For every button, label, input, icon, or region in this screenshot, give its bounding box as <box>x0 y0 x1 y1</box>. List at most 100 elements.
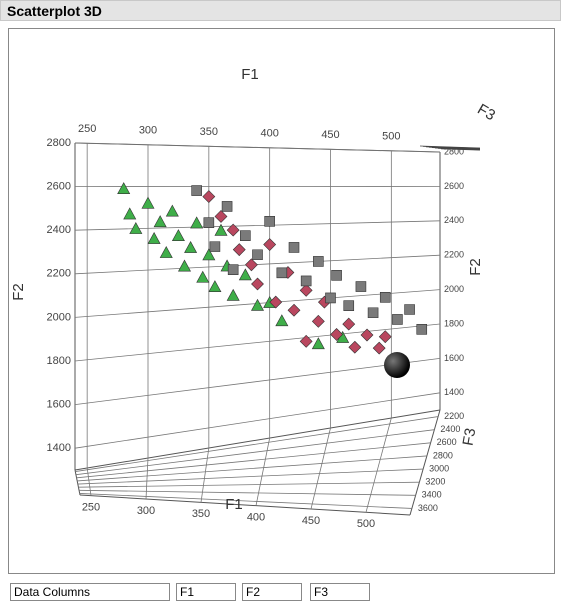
grid-line <box>74 142 441 153</box>
chart[interactable]: 250 250 300 300 350 350 400 400 450 450 500 500 1400… <box>0 0 563 580</box>
point <box>147 231 161 244</box>
point <box>311 337 325 350</box>
x-tick-label: 400 <box>260 128 278 140</box>
axis-title: F3 <box>460 427 480 447</box>
point <box>251 277 264 291</box>
point <box>117 182 131 194</box>
grid-line <box>74 358 441 405</box>
point <box>208 280 222 293</box>
point <box>287 303 301 317</box>
x-tick-label: 350 <box>200 126 218 138</box>
box-edge <box>79 494 411 516</box>
point <box>378 330 392 344</box>
point <box>392 314 403 325</box>
grid-line <box>310 427 331 510</box>
point <box>232 243 246 257</box>
x-tick-label: 350 <box>192 508 210 520</box>
selection-ball <box>384 352 410 378</box>
z-tick-label: 2600 <box>437 437 457 447</box>
panel-title[interactable]: Scatterplot 3D <box>0 0 561 21</box>
x-tick-label: 250 <box>82 502 100 514</box>
y-tick-label: 2600 <box>444 181 464 191</box>
point <box>240 230 251 241</box>
point <box>311 314 325 328</box>
point <box>190 216 204 229</box>
grid-line <box>77 468 424 485</box>
grid-line <box>74 220 441 231</box>
x-tick-label: 400 <box>247 512 265 524</box>
y-tick-label: 1800 <box>47 355 71 367</box>
point <box>269 295 283 309</box>
point <box>123 207 137 220</box>
grid-line <box>78 481 420 488</box>
y-tick-label: 2600 <box>47 181 71 193</box>
point <box>372 341 386 355</box>
z-tick-label: 2200 <box>444 411 464 421</box>
point <box>331 269 342 281</box>
y-tick-label: 1400 <box>47 442 71 454</box>
z-tick-label: 3600 <box>418 503 438 513</box>
column-box[interactable]: F2 <box>242 583 302 601</box>
y-tick-label: 2200 <box>47 268 71 280</box>
box-edge <box>74 469 81 496</box>
axis-title: F2 <box>467 258 484 276</box>
point <box>226 223 240 237</box>
point <box>299 334 313 348</box>
grid-line <box>255 437 271 506</box>
y-tick-label: 1800 <box>444 318 464 328</box>
column-box[interactable]: F3 <box>310 583 370 601</box>
point <box>263 238 277 251</box>
point <box>202 248 216 261</box>
x-tick-label: 250 <box>78 123 96 135</box>
y-tick-label: 1600 <box>47 399 71 411</box>
point <box>221 201 233 212</box>
point <box>288 242 300 253</box>
point <box>209 241 221 252</box>
point <box>171 229 185 242</box>
axis-title: F1 <box>241 66 259 83</box>
x-tick-label: 300 <box>139 125 157 137</box>
box-edge <box>409 409 441 516</box>
point <box>276 267 288 279</box>
y-tick-label: 2200 <box>444 250 464 260</box>
axis-title: F3 <box>474 101 498 124</box>
grid-line <box>86 467 92 496</box>
grid-line <box>75 429 435 476</box>
x-tick-label: 450 <box>302 515 320 527</box>
column-box[interactable]: F1 <box>176 583 236 601</box>
grid-line <box>145 457 149 500</box>
point <box>196 270 210 283</box>
axis-title: F1 <box>225 496 243 513</box>
point <box>238 268 252 281</box>
point <box>367 307 379 319</box>
y-tick-label: 2000 <box>444 284 464 294</box>
data-columns-label: Data Columns <box>10 583 170 601</box>
plot-frame <box>8 28 555 574</box>
x-tick-label: 500 <box>382 131 400 143</box>
point <box>203 217 215 229</box>
point <box>226 288 240 301</box>
point <box>227 264 239 276</box>
point <box>264 216 275 227</box>
axis-title: F2 <box>10 283 27 301</box>
point <box>348 340 362 354</box>
z-tick-label: 3200 <box>425 477 445 487</box>
box-edge <box>74 409 441 471</box>
y-tick-label: 2400 <box>47 224 71 236</box>
grid-line <box>75 416 439 472</box>
point <box>129 222 143 234</box>
point <box>342 317 356 331</box>
z-tick-label: 2800 <box>433 450 453 460</box>
grid-line <box>79 493 412 509</box>
z-tick-label: 2400 <box>440 424 460 434</box>
grid-line <box>200 447 210 503</box>
point <box>404 304 415 315</box>
point <box>299 283 313 297</box>
point <box>275 314 289 327</box>
point <box>191 185 202 196</box>
point <box>355 281 367 292</box>
grid-line <box>365 417 392 513</box>
y-tick-label: 1600 <box>444 353 464 363</box>
point <box>379 292 391 303</box>
